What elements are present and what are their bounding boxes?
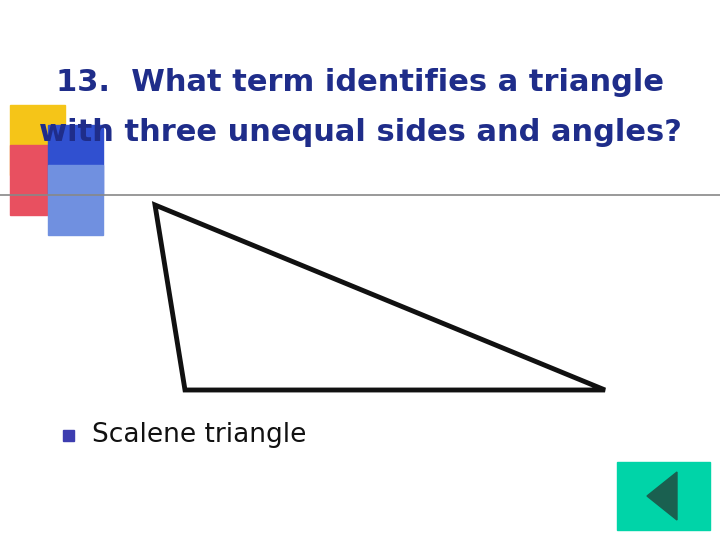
Polygon shape: [647, 472, 677, 520]
Bar: [48, 125, 103, 195]
Text: 13.  What term identifies a triangle: 13. What term identifies a triangle: [56, 68, 664, 97]
Bar: [10, 105, 65, 175]
Bar: [617, 462, 710, 530]
Bar: [10, 145, 65, 215]
Bar: [63, 429, 73, 441]
Text: with three unequal sides and angles?: with three unequal sides and angles?: [39, 118, 681, 147]
Text: Scalene triangle: Scalene triangle: [92, 422, 307, 448]
Bar: [48, 165, 103, 235]
